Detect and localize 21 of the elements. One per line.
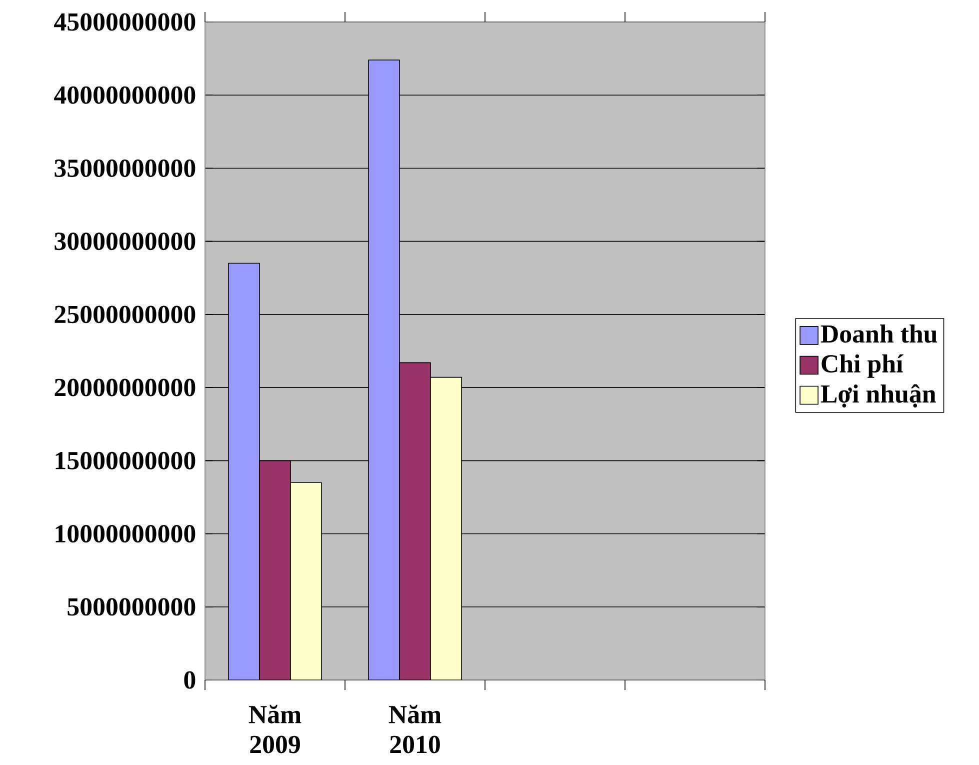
y-tick-label: 30000000000 [54, 232, 196, 250]
x-tick-label: Năm 2010 [388, 704, 442, 754]
bar [430, 376, 462, 680]
bar [228, 262, 260, 680]
bar [259, 460, 291, 680]
y-tick-label: 20000000000 [54, 378, 196, 396]
legend-label: Chi phí [822, 354, 904, 378]
x-tick-label: Năm 2009 [248, 704, 302, 754]
y-tick-label: 25000000000 [54, 306, 196, 324]
y-tick-label: 0 [184, 671, 196, 689]
bar [290, 482, 322, 680]
y-tick-label: 40000000000 [54, 86, 196, 104]
y-tick-label: 45000000000 [54, 13, 196, 31]
bar [399, 362, 431, 680]
y-tick-label: 35000000000 [54, 159, 196, 177]
y-tick-label: 15000000000 [56, 452, 196, 470]
bar [368, 60, 400, 680]
legend-label: Doanh thu [820, 324, 938, 343]
y-tick-label: 5000000000 [68, 598, 196, 616]
legend-label: Lợi nhuận [820, 384, 936, 408]
y-tick-label: 10000000000 [56, 525, 196, 543]
